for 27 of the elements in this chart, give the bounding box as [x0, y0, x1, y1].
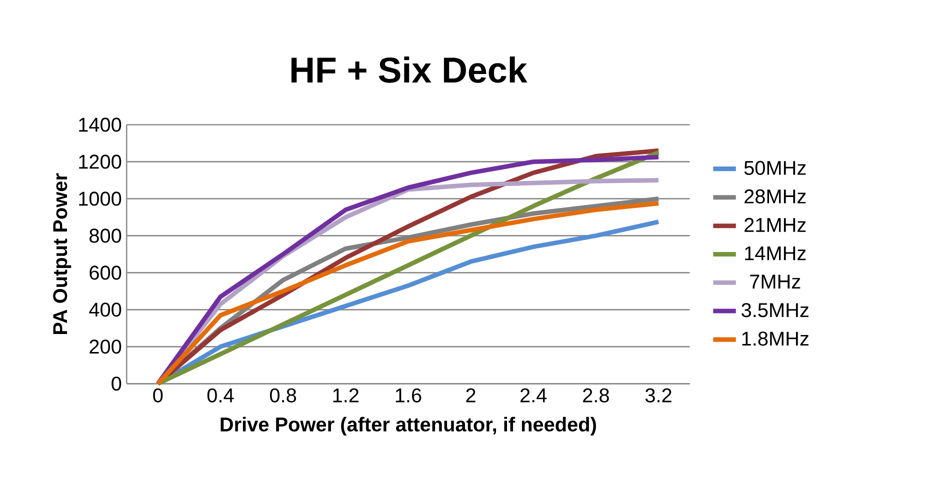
- x-tick-label: 0: [153, 388, 163, 402]
- y-tick-label: 1400: [79, 118, 122, 132]
- x-tick-label: 1.6: [396, 388, 422, 402]
- legend-label: 7MHz: [750, 274, 800, 288]
- x-tick-label: 1.2: [333, 388, 358, 402]
- legend-label: 1.8MHz: [742, 332, 808, 346]
- y-tick-label: 400: [89, 302, 122, 317]
- y-tick-label: 1000: [79, 192, 122, 206]
- chart-title: HF + Six Deck: [291, 56, 528, 83]
- legend-label: 14MHz: [745, 246, 806, 260]
- legend-label: 50MHz: [744, 160, 806, 175]
- x-tick-label: 0.4: [207, 388, 234, 402]
- legend-label: 28MHz: [744, 189, 806, 204]
- legend-label: 3.5MHz: [742, 303, 808, 318]
- x-tick-label: 2: [466, 388, 476, 402]
- legend-label: 21MHz: [744, 218, 806, 232]
- x-tick-label: 2.8: [583, 388, 609, 402]
- y-tick-label: 1200: [79, 154, 122, 169]
- x-axis-title: Drive Power (after attenuator, if needed): [220, 416, 596, 436]
- y-tick-label: 0: [112, 376, 122, 391]
- y-axis-title: PA Output Power: [53, 173, 72, 334]
- y-tick-label: 200: [90, 340, 122, 354]
- x-tick-label: 3.2: [645, 388, 672, 402]
- x-tick-label: 0.8: [270, 388, 296, 402]
- y-tick-label: 800: [90, 228, 122, 243]
- y-tick-label: 600: [90, 266, 122, 280]
- x-tick-label: 2.4: [520, 388, 547, 402]
